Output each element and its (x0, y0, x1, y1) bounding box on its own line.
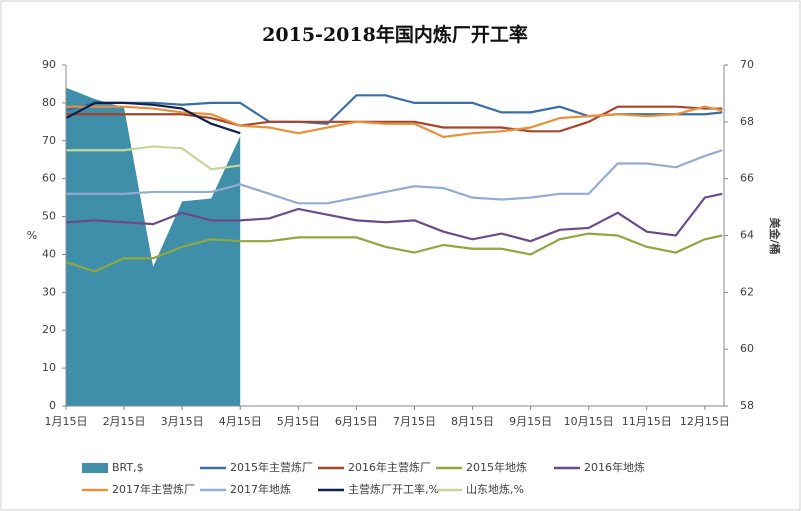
x-tick-label: 9月15日 (509, 415, 552, 428)
legend-label: 主营炼厂开工率,% (348, 482, 439, 496)
area (66, 87, 241, 406)
y2-axis-label: 美金/桶 (768, 217, 782, 254)
y2-tick-label: 70 (740, 58, 754, 71)
y-tick-label: 0 (49, 399, 56, 412)
y-axis-label: % (27, 229, 37, 242)
x-tick-label: 7月15日 (393, 415, 436, 428)
legend-label: 2015年地炼 (466, 460, 527, 474)
y2-tick-label: 66 (740, 172, 754, 185)
legend-label: BRT,$ (112, 461, 144, 474)
y2-tick-label: 64 (740, 229, 754, 242)
x-tick-label: 4月15日 (219, 415, 262, 428)
legend-label: 2017年主营炼厂 (112, 482, 195, 496)
y2-tick-label: 58 (740, 399, 754, 412)
x-tick-label: 3月15日 (161, 415, 204, 428)
y2-tick-label: 60 (740, 342, 754, 355)
line (66, 149, 723, 205)
x-tick-label: 12月15日 (680, 415, 730, 428)
x-tick-label: 5月15日 (277, 415, 320, 428)
y-tick-label: 30 (42, 285, 56, 298)
line (65, 101, 241, 135)
y-tick-label: 20 (42, 323, 56, 336)
line (66, 145, 241, 171)
y-tick-label: 10 (42, 361, 56, 374)
x-tick-label: 1月15日 (45, 415, 88, 428)
y-tick-label: 90 (42, 58, 56, 71)
y-tick-label: 70 (42, 134, 56, 147)
y2-tick-label: 62 (740, 285, 754, 298)
legend-label: 2016年主营炼厂 (348, 460, 431, 474)
x-tick-label: 8月15日 (451, 415, 494, 428)
y-tick-label: 40 (42, 247, 56, 260)
line (66, 105, 723, 139)
chart-title: 2015-2018年国内炼厂开工率 (262, 23, 528, 46)
legend-label: 山东地炼,% (466, 482, 524, 496)
legend-label: 2015年主营炼厂 (230, 460, 313, 474)
x-tick-label: 6月15日 (335, 415, 378, 428)
x-tick-label: 11月15日 (622, 415, 672, 428)
x-tick-label: 2月15日 (103, 415, 146, 428)
y-tick-label: 50 (42, 210, 56, 223)
line (65, 192, 723, 243)
line (65, 232, 723, 273)
line (66, 105, 723, 133)
y2-tick-label: 68 (740, 115, 754, 128)
legend-swatch (82, 463, 108, 473)
legend-label: 2016年地炼 (584, 460, 645, 474)
legend-label: 2017年地炼 (230, 482, 291, 496)
y-tick-label: 80 (42, 96, 56, 109)
x-tick-label: 10月15日 (564, 415, 614, 428)
y-tick-label: 60 (42, 172, 56, 185)
